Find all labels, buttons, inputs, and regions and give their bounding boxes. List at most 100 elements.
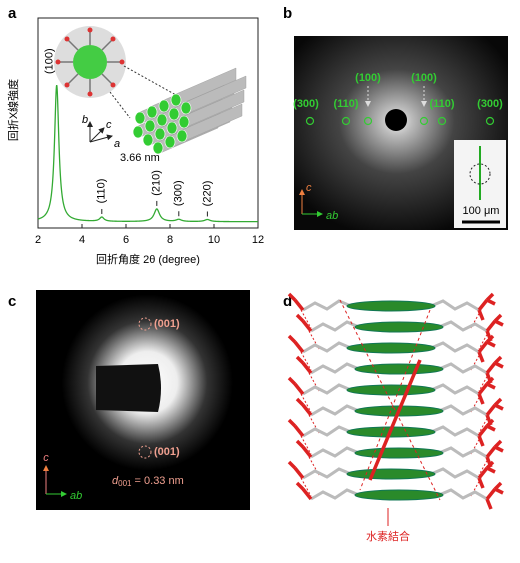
- axis-label: c: [306, 182, 312, 194]
- structure-inset: [54, 26, 247, 155]
- hydroxy-group: [295, 355, 313, 375]
- aromatic-core: [354, 363, 444, 375]
- hydroxy-group: [477, 376, 496, 405]
- axis-label: ab: [70, 490, 82, 502]
- column-end: [142, 133, 154, 147]
- side-chain: [430, 299, 480, 312]
- side-chain: [310, 362, 360, 375]
- d-spacing: d001 = 0.33 nm: [112, 475, 184, 488]
- peak-label: (300): [173, 180, 185, 206]
- side-chain: [310, 404, 360, 417]
- plot-frame: [37, 17, 259, 229]
- hydrogen-bond: [478, 372, 490, 392]
- d-subscript: 001: [118, 479, 132, 488]
- column-end: [144, 119, 156, 133]
- side-chain: [310, 320, 360, 333]
- hydroxy-group: [485, 481, 504, 510]
- side-chain: [302, 299, 352, 312]
- hydroxy-group: [485, 313, 504, 342]
- scale-bar-label: 100 μm: [463, 205, 500, 217]
- column-end: [158, 99, 170, 113]
- aromatic-core: [346, 300, 436, 312]
- column-end: [152, 141, 164, 155]
- hydrogen-bond: [359, 309, 431, 491]
- peak-label: (100): [44, 48, 56, 74]
- axis-label: c: [106, 119, 112, 131]
- y-axis-label: 回折X線強度: [6, 79, 20, 141]
- hydroxy-group: [287, 460, 305, 480]
- side-chain: [302, 383, 352, 396]
- x-tick-label: 6: [123, 234, 129, 246]
- reflection-spots: [305, 116, 495, 126]
- hydroxy-group: [287, 334, 305, 354]
- panel-letter: a: [8, 5, 17, 22]
- panel-letter: d: [283, 293, 292, 310]
- peak-label: (220): [201, 181, 213, 207]
- side-chain: [430, 425, 480, 438]
- beam-spot: [469, 163, 491, 185]
- column-end: [178, 115, 190, 129]
- hydrogen-bond: [478, 330, 490, 350]
- hydroxy-group: [485, 397, 504, 426]
- hydroxy-group: [477, 418, 496, 447]
- hydrogen-bond: [300, 351, 312, 371]
- hydroxy-group: [477, 292, 496, 321]
- column-end: [164, 135, 176, 149]
- side-chain: [438, 446, 488, 459]
- aromatic-core: [354, 489, 444, 501]
- d-symbol: d: [112, 475, 119, 487]
- hydroxy-group: [485, 355, 504, 384]
- x-axis-label: 回折角度 2θ (degree): [96, 252, 200, 266]
- annotation: 水素結合: [366, 529, 410, 543]
- d-value: = 0.33 nm: [131, 475, 183, 487]
- reflection-label: (110): [333, 98, 358, 110]
- peak-label: (110): [96, 179, 108, 204]
- reflection-label: (100): [355, 72, 381, 84]
- hydrogen-bond: [478, 456, 490, 476]
- reflection-spot: [138, 317, 152, 331]
- column-end: [154, 127, 166, 141]
- hydrogen-bond: [300, 477, 312, 497]
- axis-label: ab: [326, 210, 338, 222]
- aromatic-core: [354, 321, 444, 333]
- axis-label: c: [43, 452, 49, 464]
- hydrogen-bond: [478, 414, 490, 434]
- hydroxy-group: [287, 376, 305, 396]
- aromatic-core: [346, 342, 436, 354]
- column-end: [132, 125, 144, 139]
- side-chain: [310, 488, 360, 501]
- reflection-label: (100): [411, 72, 437, 84]
- peak-label: (210): [151, 170, 163, 196]
- column-end: [176, 129, 188, 143]
- hydroxy-group: [287, 418, 305, 438]
- reflection-label: (001): [154, 318, 180, 330]
- reflection-label: (001): [154, 446, 180, 458]
- lattice-spacing: 3.66 nm: [120, 152, 160, 164]
- side-chain: [430, 341, 480, 354]
- x-tick-label: 10: [208, 234, 220, 246]
- side-chain: [438, 404, 488, 417]
- axis-label: b: [82, 114, 88, 126]
- side-chain: [438, 488, 488, 501]
- hydroxy-group: [295, 439, 313, 459]
- x-tick-label: 4: [79, 234, 85, 246]
- reflection-label: (110): [429, 98, 454, 110]
- side-chain: [302, 425, 352, 438]
- panel-letter: b: [283, 5, 292, 22]
- hydrogen-bond: [300, 435, 312, 455]
- column-end: [168, 107, 180, 121]
- axis-label: a: [114, 138, 120, 150]
- side-chain: [438, 362, 488, 375]
- reflection-spot: [138, 445, 152, 459]
- hydroxy-group: [477, 334, 496, 363]
- column-end: [146, 105, 158, 119]
- hydrogen-bond: [300, 309, 312, 329]
- hydroxy-group: [485, 439, 504, 468]
- column-end: [134, 111, 146, 125]
- side-chain: [302, 341, 352, 354]
- x-tick-label: 8: [167, 234, 173, 246]
- molecular-stack: [287, 292, 504, 510]
- x-tick-label: 2: [35, 234, 41, 246]
- beam-stop: [385, 109, 407, 131]
